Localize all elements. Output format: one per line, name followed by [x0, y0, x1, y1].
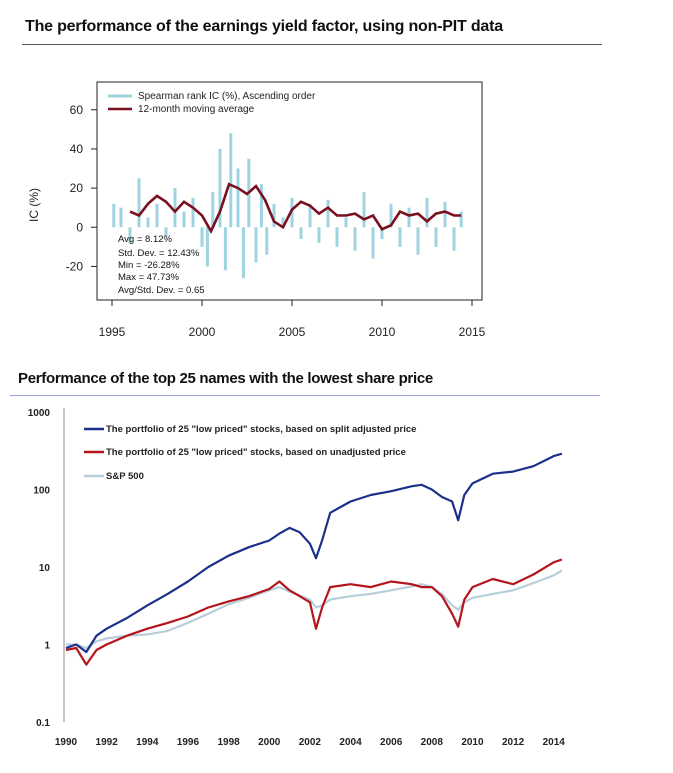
stat-std-dev: Std. Dev. = 12.43% — [118, 248, 200, 259]
x-tick-label: 2002 — [299, 737, 322, 748]
stat-average: Avg = 8.12% — [118, 234, 173, 245]
ic-bar — [236, 168, 240, 228]
y-tick-label: 20 — [70, 181, 84, 195]
chart-1-title: The performance of the earnings yield fa… — [25, 18, 503, 35]
ic-bar — [259, 184, 263, 228]
y-tick-label: 0 — [76, 220, 83, 234]
chart-2-title: Performance of the top 25 names with the… — [18, 370, 433, 387]
ic-bar — [182, 211, 186, 228]
ic-bar — [371, 227, 375, 259]
ic-bar — [425, 197, 429, 228]
ic-bar — [299, 227, 303, 240]
moving-average-line — [129, 182, 462, 235]
x-tick-label: 1992 — [96, 737, 119, 748]
ic-bar — [128, 227, 132, 243]
x-tick-label: 2006 — [380, 737, 403, 748]
ic-bar — [416, 227, 420, 255]
x-tick-label: 2004 — [339, 737, 362, 748]
series-line-0 — [65, 452, 563, 654]
y-tick-label: 60 — [70, 103, 84, 117]
legend-label-moving-average: 12-month moving average — [138, 104, 255, 115]
y-tick-label: 1000 — [28, 408, 51, 419]
ic-bar — [200, 227, 204, 247]
ic-bar — [380, 227, 384, 240]
x-tick-label: 1994 — [136, 737, 159, 748]
ic-bar — [137, 178, 141, 228]
ic-bar — [362, 192, 366, 228]
stat-min: Min = -26.28% — [118, 260, 180, 271]
x-tick-label: 2015 — [459, 325, 486, 339]
y-tick-label: 1 — [44, 641, 50, 652]
ic-bar — [290, 197, 294, 228]
y-tick-label: -20 — [66, 259, 84, 273]
legend-label-split-adjusted: The portfolio of 25 "low priced" stocks,… — [106, 424, 416, 435]
series-line-1 — [65, 558, 563, 666]
ic-bar — [281, 217, 285, 228]
ic-bar — [191, 197, 195, 228]
ic-bar — [254, 227, 258, 263]
ic-bar — [344, 217, 348, 228]
x-tick-label: 2000 — [258, 737, 281, 748]
ic-bar — [155, 203, 159, 228]
ic-bar — [452, 227, 456, 251]
legend-label-sp500: S&P 500 — [106, 471, 144, 482]
x-tick-label: 2008 — [421, 737, 444, 748]
ic-bar — [164, 227, 168, 238]
x-tick-label: 2012 — [502, 737, 525, 748]
ic-bar — [223, 227, 227, 271]
ic-bar — [146, 217, 150, 228]
ic-bar — [218, 148, 222, 228]
ic-bar — [308, 203, 312, 228]
title-1-rule — [22, 44, 602, 45]
x-tick-label: 2000 — [189, 325, 216, 339]
y-tick-label: 40 — [70, 142, 84, 156]
ic-bar — [443, 201, 447, 228]
y-axis-label-ic: IC (%) — [27, 188, 41, 222]
x-tick-label: 1990 — [55, 737, 78, 748]
ic-bar — [434, 227, 438, 247]
y-tick-label: 0.1 — [36, 718, 50, 729]
ic-bar — [317, 227, 321, 243]
ic-bar — [173, 188, 177, 228]
x-tick-label: 2010 — [461, 737, 484, 748]
ic-bar — [211, 192, 215, 228]
stat-avg-over-std: Avg/Std. Dev. = 0.65 — [118, 285, 205, 296]
ic-bar — [389, 203, 393, 228]
x-tick-label: 2014 — [543, 737, 566, 748]
stat-max: Max = 47.73% — [118, 272, 180, 283]
x-tick-label: 1995 — [99, 325, 126, 339]
ic-bar — [398, 227, 402, 247]
ic-bar — [229, 133, 233, 228]
ic-bar — [265, 227, 269, 255]
legend-label-unadjusted: The portfolio of 25 "low priced" stocks,… — [106, 447, 406, 458]
x-tick-label: 2010 — [369, 325, 396, 339]
legend-label-ic: Spearman rank IC (%), Ascending order — [138, 91, 316, 102]
chart-1-plot-frame — [96, 81, 483, 301]
x-tick-label: 1996 — [177, 737, 200, 748]
ic-bar — [241, 227, 245, 279]
series-line-2 — [66, 569, 563, 650]
ic-bar — [119, 207, 123, 228]
x-tick-label: 2005 — [279, 325, 306, 339]
ic-bar — [353, 227, 357, 251]
y-tick-label: 100 — [33, 486, 50, 497]
ic-bar — [335, 227, 339, 247]
ic-bar — [407, 207, 411, 228]
y-tick-label: 10 — [39, 563, 51, 574]
x-tick-label: 1998 — [217, 737, 240, 748]
ic-bar — [459, 211, 463, 228]
ic-bar — [112, 203, 116, 228]
ic-bar — [205, 227, 209, 267]
title-2-rule — [10, 395, 600, 396]
ic-bar — [272, 203, 276, 228]
ic-bar — [326, 199, 330, 228]
